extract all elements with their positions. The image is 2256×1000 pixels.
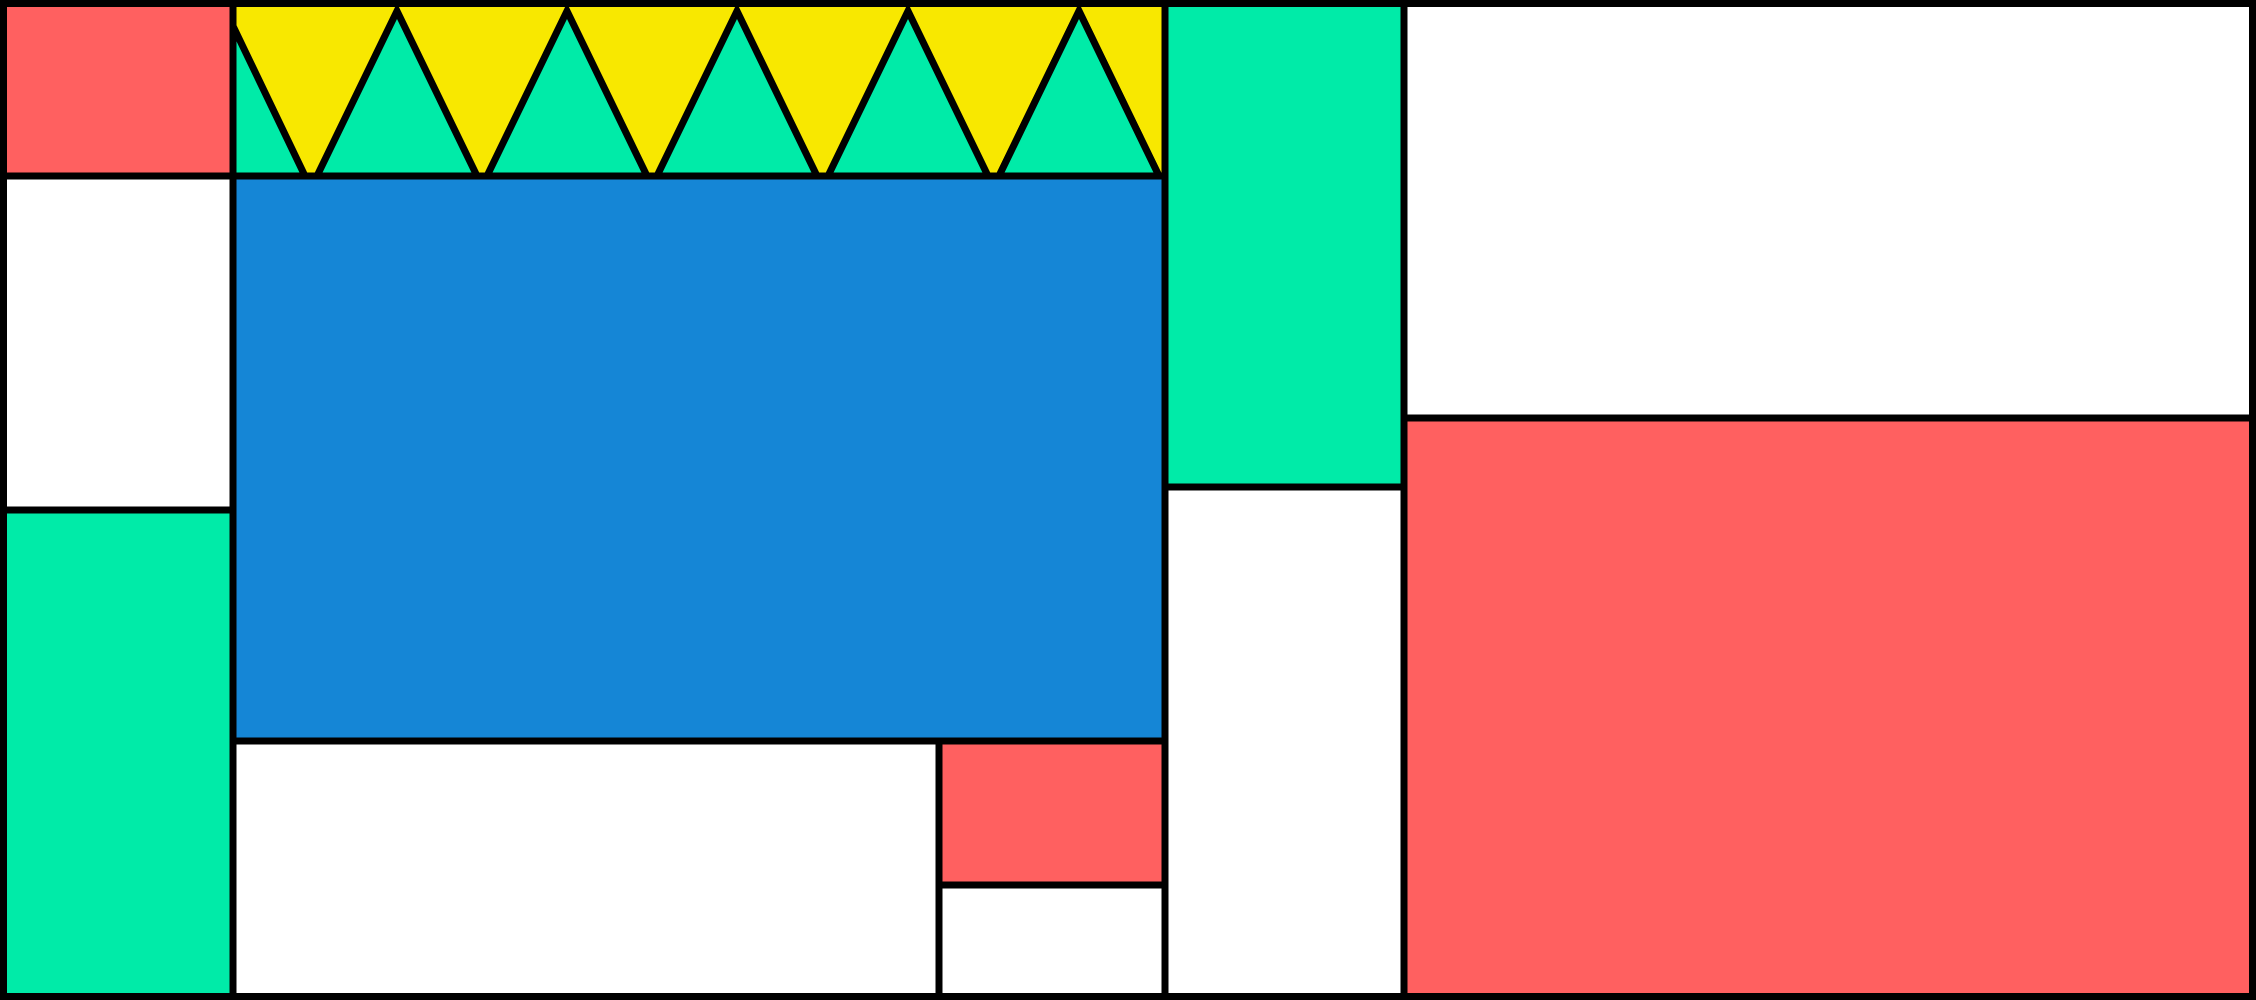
panel-left-middle	[0, 176, 233, 510]
panel-left-bottom	[0, 510, 233, 1000]
panel-vertical-top	[1165, 0, 1404, 487]
panel-center-large	[233, 176, 1165, 741]
panel-bottom-small-bottom	[939, 885, 1165, 1000]
panel-right-top	[1404, 0, 2256, 418]
panel-bottom-small-top	[939, 741, 1165, 885]
panel-top-left	[0, 0, 233, 176]
panel-bottom-center	[233, 741, 939, 1000]
panel-vertical-bottom	[1165, 487, 1404, 1000]
panel-right-bottom	[1404, 418, 2256, 1000]
